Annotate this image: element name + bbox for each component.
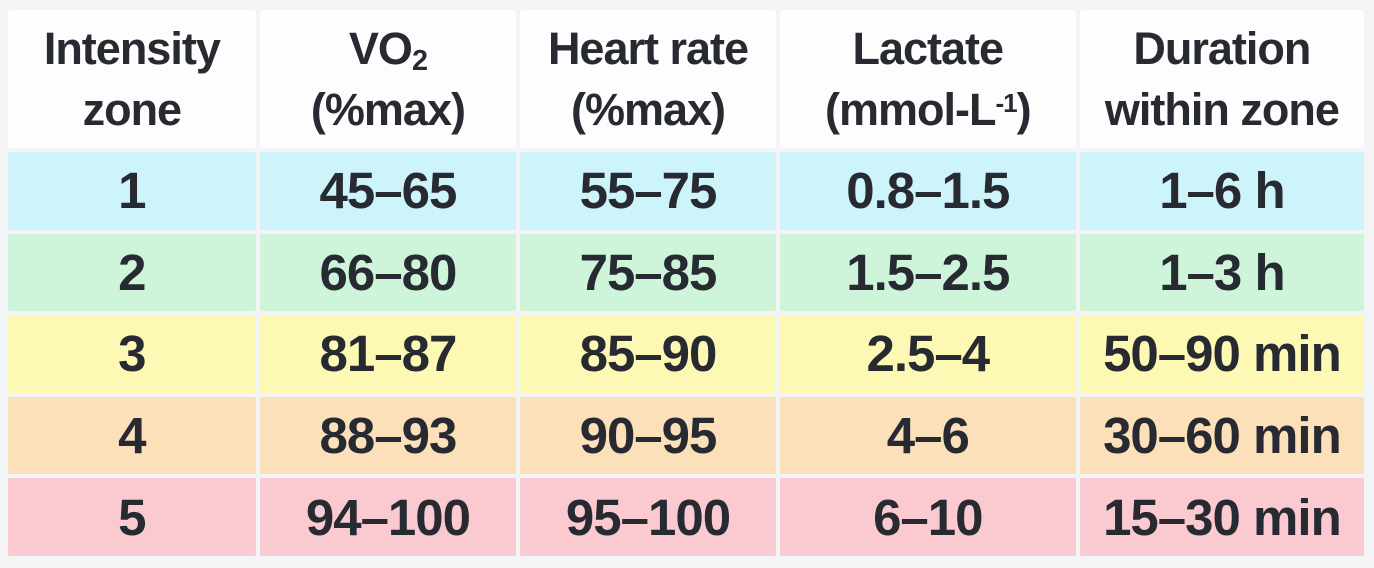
vo2-subscript: 2: [411, 45, 428, 78]
row3-heart-rate-cell: 85–90: [520, 315, 776, 393]
lactate-unit-superscript: -1: [995, 87, 1017, 118]
vo2-label: VO: [348, 22, 413, 74]
row4-heart-rate-cell: 90–95: [520, 396, 776, 475]
row4-lactate-cell: 4–6: [779, 396, 1076, 475]
row5-vo2-cell: 94–100: [259, 478, 517, 556]
header-vo2-line2: (%max): [310, 84, 466, 135]
header-intensity-zone-line2: zone: [82, 84, 183, 135]
row3-duration-cell: 50–90 min: [1079, 315, 1364, 393]
row5-lactate-cell: 6–10: [779, 478, 1076, 556]
row3-zone-cell: 3: [8, 315, 256, 393]
header-duration-line2: within zone: [1104, 84, 1340, 135]
row1-duration-cell: 1–6 h: [1079, 152, 1364, 230]
header-heart-rate: Heart rate (%max): [520, 10, 776, 148]
row3-lactate-cell: 2.5–4: [779, 315, 1076, 393]
row4-vo2-cell: 88–93: [259, 396, 517, 475]
row4-zone-cell: 4: [8, 396, 256, 475]
intensity-zones-table: Intensity zone VO2 (%max) Heart rate (%m…: [8, 10, 1364, 556]
header-lactate: Lactate (mmol-L-1): [779, 10, 1076, 148]
row1-heart-rate-cell: 55–75: [520, 152, 776, 230]
header-heart-rate-line2: (%max): [570, 84, 726, 135]
row2-duration-cell: 1–3 h: [1079, 233, 1364, 312]
header-heart-rate-line1: Heart rate: [547, 22, 749, 74]
row1-lactate-cell: 0.8–1.5: [779, 152, 1076, 230]
row3-vo2-cell: 81–87: [259, 315, 517, 393]
lactate-unit-post: ): [1016, 84, 1032, 135]
header-intensity-zone: Intensity zone: [8, 10, 256, 148]
row2-zone-cell: 2: [8, 233, 256, 312]
header-vo2: VO2 (%max): [259, 10, 517, 148]
row2-vo2-cell: 66–80: [259, 233, 517, 312]
row2-lactate-cell: 1.5–2.5: [779, 233, 1076, 312]
header-lactate-line1: Lactate: [852, 22, 1005, 74]
row5-duration-cell: 15–30 min: [1079, 478, 1364, 556]
row1-vo2-cell: 45–65: [259, 152, 517, 230]
header-duration-line1: Duration: [1133, 22, 1311, 74]
row5-heart-rate-cell: 95–100: [520, 478, 776, 556]
lactate-unit-pre: (mmol-L: [824, 84, 996, 135]
row4-duration-cell: 30–60 min: [1079, 396, 1364, 475]
row5-zone-cell: 5: [8, 478, 256, 556]
row2-heart-rate-cell: 75–85: [520, 233, 776, 312]
header-duration: Duration within zone: [1079, 10, 1364, 148]
header-lactate-line2: (mmol-L-1): [824, 79, 1032, 140]
row1-zone-cell: 1: [8, 152, 256, 230]
header-intensity-zone-line1: Intensity: [43, 22, 221, 74]
header-vo2-line1: VO2: [348, 18, 428, 79]
